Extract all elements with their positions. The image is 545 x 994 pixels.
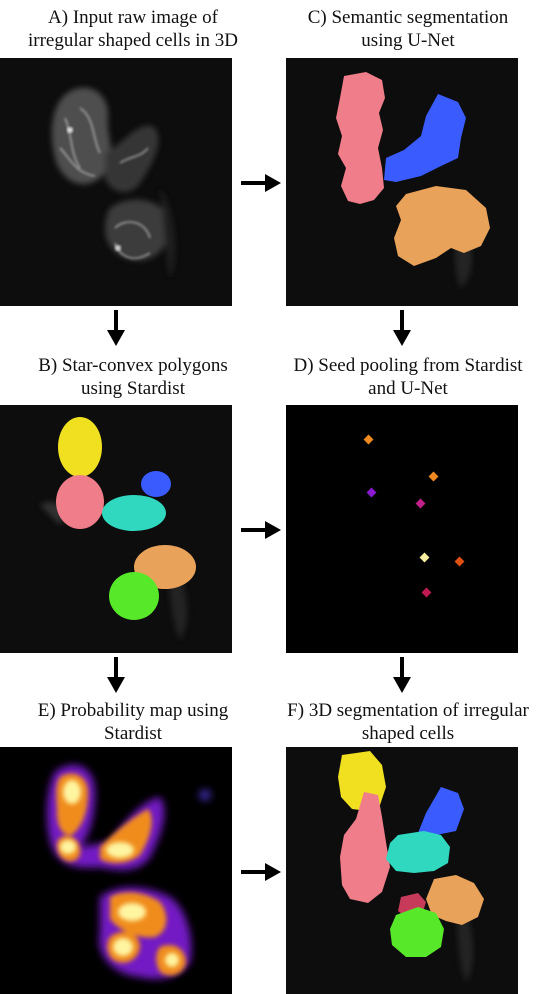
seed-marker [419, 552, 430, 563]
caption-b: B) Star-convex polygons using Stardist [38, 355, 228, 399]
caption-e: E) Probability map using Stardist [37, 700, 229, 744]
cell-mask [340, 792, 390, 903]
panel-e-probability [0, 747, 232, 994]
arrow-a-to-b-icon [107, 310, 125, 346]
arrow-e-to-f-icon [241, 863, 281, 881]
final-segmentation-image [286, 747, 518, 994]
unet-segmentation-image [286, 58, 518, 306]
cell-mask [386, 831, 450, 873]
cell-polygon [109, 572, 159, 620]
raw-cells-image [0, 58, 232, 306]
seed-marker [421, 587, 432, 598]
panel-f-3d-segmentation [286, 747, 518, 994]
caption-d: D) Seed pooling from Stardist and U-Net [293, 355, 523, 399]
cell-mask [384, 94, 466, 182]
cell-polygon [141, 471, 171, 497]
cell-mask [390, 907, 444, 957]
probability-map-image [0, 747, 232, 994]
cell-polygon [58, 417, 102, 477]
seed-marker [454, 556, 465, 567]
cell-mask [426, 875, 484, 925]
seed-pooling-image [286, 405, 518, 653]
cell-mask [336, 72, 385, 204]
caption-a: A) Input raw image of irregular shaped c… [28, 7, 238, 51]
panel-c-unet [286, 58, 518, 306]
arrow-d-to-f-icon [393, 657, 411, 693]
arrow-a-to-c-icon [241, 174, 281, 192]
stardist-polygons-image [0, 405, 232, 653]
arrow-c-to-d-icon [393, 310, 411, 346]
arrow-b-to-d-icon [241, 521, 281, 539]
arrow-b-to-e-icon [107, 657, 125, 693]
panel-b-stardist [0, 405, 232, 653]
panel-d-seeds [286, 405, 518, 653]
caption-c: C) Semantic segmentation using U-Net [307, 7, 509, 51]
cell-mask [394, 186, 490, 266]
cell-mask [418, 787, 464, 835]
panel-a-raw-image [0, 58, 232, 306]
cell-polygon [102, 495, 166, 531]
caption-f: F) 3D segmentation of irregular shaped c… [287, 700, 529, 744]
cell-polygon [56, 475, 104, 529]
